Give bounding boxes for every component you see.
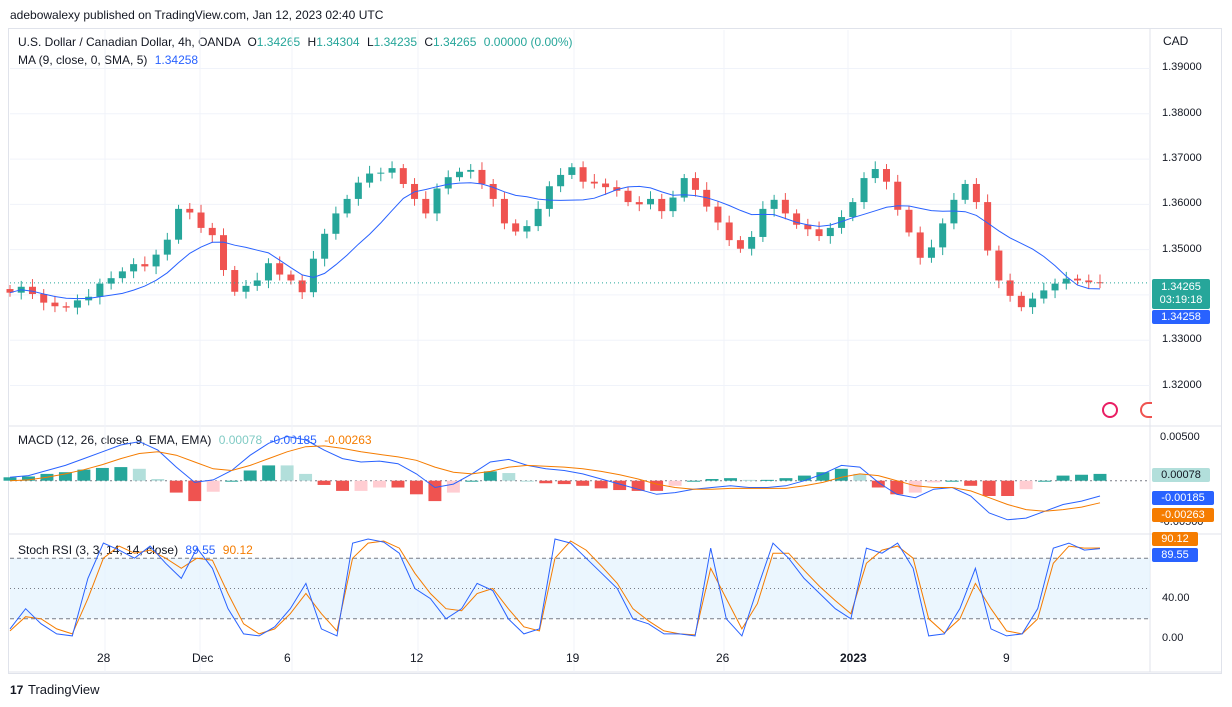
- ohlc-c-label: C: [424, 35, 434, 49]
- stoch-legend-label: Stoch RSI (3, 3, 14, 14, close): [18, 543, 179, 557]
- time-tick-label: 2023: [840, 651, 867, 665]
- brand-text: TradingView: [28, 682, 100, 697]
- price-tick-label: 1.32000: [1162, 378, 1202, 391]
- time-tick-label: 26: [716, 651, 730, 665]
- stoch-tick-label: 40.00: [1162, 591, 1190, 604]
- macd-legend-label: MACD (12, 26, close, 9, EMA, EMA): [18, 433, 212, 447]
- macd-legend-macd: -0.00185: [269, 433, 317, 447]
- publisher-line: adebowalexy published on TradingView.com…: [10, 8, 384, 22]
- macd-tick-label: 0.00500: [1160, 431, 1200, 444]
- ohlc-change: 0.00000 (0.00%): [483, 35, 573, 49]
- time-tick-label: 19: [566, 651, 580, 665]
- stoch-legend-d: 90.12: [222, 543, 253, 557]
- ohlc-o-label: O: [247, 35, 257, 49]
- stoch-k-label: 89.55: [1152, 548, 1198, 562]
- stoch-legend[interactable]: Stoch RSI (3, 3, 14, 14, close) 89.55 90…: [18, 543, 253, 557]
- tradingview-logo[interactable]: 17 TradingView: [10, 682, 100, 697]
- ohlc-c: 1.34265: [433, 35, 477, 49]
- time-tick-label: 12: [410, 651, 424, 665]
- time-tick-label: 6: [284, 651, 291, 665]
- chart-frame: [8, 28, 1222, 674]
- price-tick-label: 1.36000: [1162, 197, 1202, 210]
- ohlc-l: 1.34235: [373, 35, 418, 49]
- ohlc-h: 1.34304: [316, 35, 360, 49]
- event-flag-icon-2[interactable]: [1140, 402, 1152, 418]
- macd-line-label: -0.00185: [1152, 491, 1214, 505]
- stoch-tick-label: 0.00: [1162, 631, 1184, 644]
- stoch-legend-k: 89.55: [185, 543, 216, 557]
- last-price-value: 1.34265: [1161, 281, 1201, 293]
- ohlc-o: 1.34265: [256, 35, 301, 49]
- price-tick-label: 1.39000: [1162, 61, 1202, 74]
- price-tick-label: 1.35000: [1162, 242, 1202, 255]
- price-tick-label: 1.38000: [1162, 106, 1202, 119]
- time-tick-label: 28: [97, 651, 111, 665]
- currency-label: CAD: [1163, 34, 1189, 48]
- time-tick-label: 9: [1003, 651, 1010, 665]
- price-tick-label: 1.37000: [1162, 152, 1202, 165]
- ohlc-h-label: H: [307, 35, 317, 49]
- event-flag-icon[interactable]: [1102, 402, 1118, 418]
- ohlc-l-label: L: [366, 35, 374, 49]
- last-price-label: 1.34265 03:19:18: [1152, 279, 1210, 309]
- ma-legend-value: 1.34258: [154, 53, 199, 67]
- symbol-legend[interactable]: U.S. Dollar / Canadian Dollar, 4h, OANDA…: [18, 35, 573, 49]
- ma-legend-label: MA (9, close, 0, SMA, 5): [18, 53, 148, 67]
- ma-legend[interactable]: MA (9, close, 0, SMA, 5) 1.34258: [18, 53, 198, 67]
- ma-price-label: 1.34258: [1152, 310, 1210, 324]
- macd-hist-label: 0.00078: [1152, 468, 1210, 482]
- macd-legend-hist: 0.00078: [218, 433, 263, 447]
- time-tick-label: Dec: [192, 651, 214, 665]
- tradingview-logo-icon: 17: [10, 683, 24, 697]
- macd-legend[interactable]: MACD (12, 26, close, 9, EMA, EMA) 0.0007…: [18, 433, 372, 447]
- symbol-title: U.S. Dollar / Canadian Dollar, 4h, OANDA: [18, 35, 241, 49]
- macd-signal-label: -0.00263: [1152, 508, 1214, 522]
- countdown-value: 03:19:18: [1159, 294, 1203, 306]
- price-tick-label: 1.33000: [1162, 333, 1202, 346]
- macd-legend-signal: -0.00263: [324, 433, 372, 447]
- stoch-d-label: 90.12: [1152, 532, 1198, 546]
